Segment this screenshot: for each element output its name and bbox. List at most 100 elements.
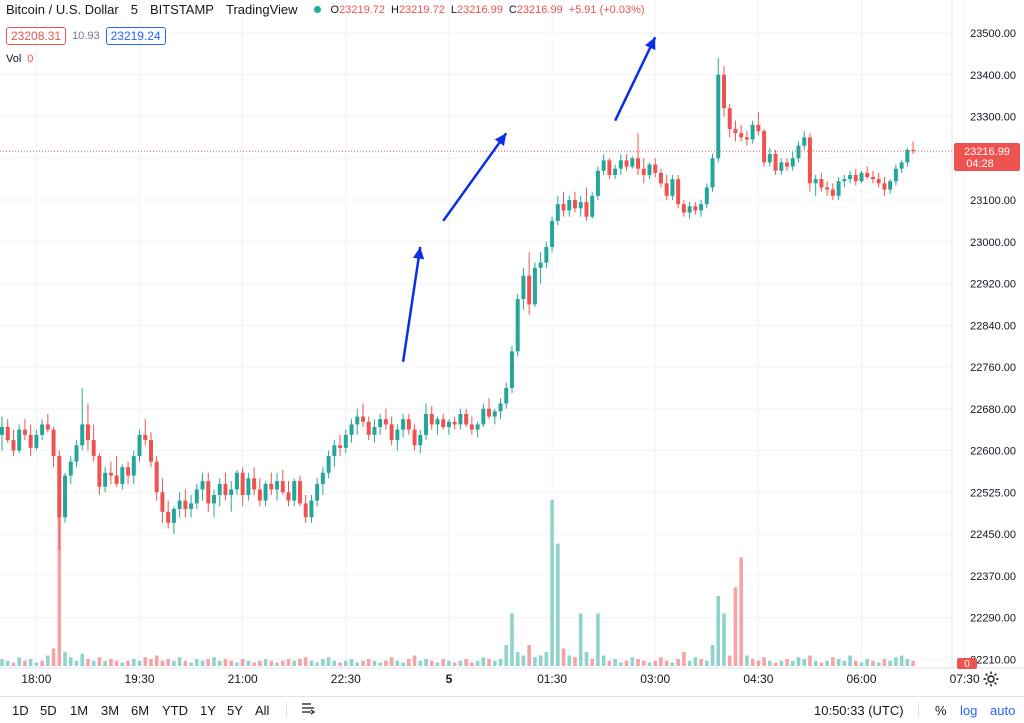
candle — [85, 403, 90, 451]
candle — [750, 120, 755, 144]
range-5y[interactable]: 5Y — [227, 703, 243, 718]
bid-button[interactable]: 23208.31 — [6, 27, 67, 45]
range-1d[interactable]: 1D — [12, 703, 29, 718]
volume-bar — [504, 645, 509, 666]
symbol-name[interactable]: Bitcoin / U.S. Dollar — [6, 2, 119, 17]
log-toggle[interactable]: log — [960, 703, 978, 718]
volume-bar — [848, 655, 852, 666]
candle — [704, 183, 709, 209]
interval[interactable]: 5 — [130, 2, 138, 17]
candle-body — [504, 387, 509, 404]
ask-button[interactable]: 23219.24 — [105, 27, 166, 45]
range-1m[interactable]: 1M — [70, 703, 89, 718]
volume-bar — [808, 655, 812, 666]
candle — [137, 429, 142, 462]
candle — [263, 481, 268, 507]
candle — [206, 472, 211, 512]
candle — [166, 500, 171, 529]
market-status-icon[interactable] — [313, 6, 321, 13]
arrow-shaft — [613, 36, 657, 122]
volume-bar — [435, 662, 440, 666]
candle-body — [143, 434, 148, 441]
candle-body — [853, 174, 858, 182]
price-chart[interactable]: 23500.0023400.0023300.0023200.0023100.00… — [0, 0, 1024, 696]
arrow-3[interactable] — [613, 36, 657, 122]
candle-body — [693, 206, 698, 211]
price-axis[interactable]: 23500.0023400.0023300.0023200.0023100.00… — [970, 28, 1016, 696]
date-range-icon[interactable] — [300, 701, 316, 717]
candle — [200, 472, 205, 501]
volume-bar — [544, 652, 549, 666]
volume-bar — [11, 662, 16, 666]
candle — [223, 472, 228, 501]
candle-body — [338, 445, 343, 448]
data-source: TradingView — [225, 2, 298, 17]
candle-body — [790, 158, 795, 167]
volume-bar — [86, 659, 90, 666]
volume-bar — [727, 655, 732, 666]
candle — [905, 147, 910, 167]
utc-clock[interactable]: 10:50:33 (UTC) — [814, 703, 904, 718]
arrow-2[interactable] — [442, 132, 508, 222]
volume-bar — [131, 659, 136, 666]
candle-body — [641, 168, 646, 175]
candle-body — [5, 427, 10, 441]
candle-body — [206, 481, 211, 504]
candle — [315, 478, 320, 507]
price-tag-value: 23216.99 — [964, 146, 1010, 158]
volume-label[interactable]: Vol — [6, 53, 22, 65]
volume-bar — [195, 659, 199, 666]
range-5d[interactable]: 5D — [40, 703, 57, 718]
range-6m[interactable]: 6M — [131, 703, 150, 718]
volume-bar — [779, 660, 784, 666]
candle-body — [148, 440, 153, 462]
candle — [578, 195, 583, 217]
range-3m[interactable]: 3M — [101, 703, 120, 718]
price-tick-label: 23400.00 — [970, 70, 1016, 82]
candle — [670, 174, 675, 200]
candle — [372, 419, 377, 443]
range-ytd[interactable]: YTD — [162, 703, 188, 718]
candle-body — [57, 456, 62, 518]
candle-body — [189, 503, 194, 509]
volume-tag-value: 0 — [964, 659, 970, 670]
volume-bar — [659, 657, 663, 666]
candle — [767, 147, 772, 167]
percent-toggle[interactable]: % — [935, 703, 947, 718]
candle — [160, 478, 165, 523]
candle — [607, 158, 612, 180]
price-tag-countdown: 04:28 — [966, 158, 994, 170]
time-axis[interactable]: 18:00 19:30 21:00 22:30 5 01:30 03:00 04:30 06:0… — [21, 672, 1024, 686]
volume-bar — [802, 659, 806, 666]
volume-bar — [670, 662, 675, 666]
volume-bar — [590, 659, 594, 666]
arrow-1[interactable] — [401, 246, 425, 362]
arrow-head — [494, 133, 507, 147]
volume-bar — [641, 660, 646, 666]
candle-body — [137, 434, 142, 457]
volume-bar — [699, 659, 703, 666]
volume-bar — [475, 660, 480, 666]
range-1y[interactable]: 1Y — [200, 703, 216, 718]
gear-icon[interactable] — [982, 670, 1000, 688]
candle — [332, 440, 337, 468]
candle — [34, 429, 39, 451]
candle-body — [297, 481, 302, 504]
volume-bar — [206, 659, 211, 666]
candle — [74, 440, 79, 468]
candle-body — [97, 456, 102, 487]
candle — [91, 424, 96, 462]
volume-bar — [51, 648, 56, 666]
volume-bar — [212, 657, 216, 666]
candle — [842, 174, 847, 188]
volume-bar — [676, 659, 680, 666]
auto-toggle[interactable]: auto — [990, 703, 1016, 718]
candle — [590, 191, 595, 219]
volume-bar — [882, 659, 887, 666]
candle — [143, 419, 148, 446]
candle — [57, 450, 62, 550]
candle — [676, 174, 681, 209]
candle-body — [22, 429, 27, 435]
range-all[interactable]: All — [255, 703, 270, 718]
candle — [664, 174, 669, 200]
